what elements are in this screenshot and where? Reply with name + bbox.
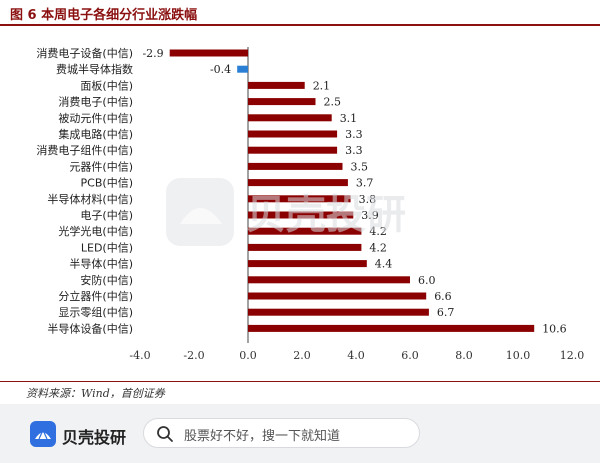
title-divider	[0, 24, 600, 26]
category-label: 面板(中信)	[80, 78, 133, 92]
bar	[248, 260, 367, 268]
x-tick-label: 8.0	[455, 349, 473, 362]
bar	[248, 98, 316, 106]
bar	[248, 81, 305, 89]
category-label: 半导体设备(中信)	[47, 321, 133, 335]
category-label: LED(中信)	[81, 241, 133, 254]
search-icon	[157, 426, 173, 442]
value-label: 10.6	[542, 322, 567, 335]
category-label: 元器件(中信)	[69, 160, 133, 173]
category-label: 显示零组(中信)	[58, 305, 133, 319]
bar	[248, 227, 362, 235]
chart-title: 图 6 本周电子各细分行业涨跌幅	[10, 8, 198, 23]
search-placeholder: 股票好不好，搜一下就知道	[184, 429, 341, 444]
bar	[248, 114, 332, 122]
source-note: 资料来源：Wind，首创证券	[26, 387, 165, 400]
value-label: 4.2	[369, 225, 387, 238]
bar	[248, 276, 410, 284]
value-label: 3.9	[361, 209, 379, 222]
value-label: 2.1	[313, 79, 331, 92]
category-label: 分立器件(中信)	[58, 289, 133, 303]
x-tick-label: 0.0	[239, 349, 257, 362]
category-label: 消费电子(中信)	[58, 95, 133, 109]
value-label: 4.4	[375, 258, 393, 271]
value-label: 6.7	[437, 306, 455, 319]
x-tick-label: 2.0	[293, 349, 311, 362]
value-label: 4.2	[369, 241, 387, 254]
bar	[248, 243, 362, 251]
value-label: 3.1	[340, 112, 358, 125]
brand-logo-icon[interactable]	[30, 421, 56, 447]
bar	[248, 308, 429, 316]
category-label: 消费电子设备(中信)	[36, 46, 133, 60]
bar	[248, 211, 354, 219]
category-label: 费城半导体指数	[56, 62, 133, 76]
x-tick-label: -2.0	[183, 349, 204, 362]
value-label: -2.9	[142, 47, 163, 60]
search-input[interactable]: 股票好不好，搜一下就知道	[143, 418, 420, 448]
category-label: 集成电路(中信)	[58, 127, 133, 141]
value-label: 3.3	[345, 128, 363, 141]
bar-chart: 消费电子设备(中信) -2.9 费城半导体指数 -0.4 面板(中信) 2.1 消费电子(中…	[36, 46, 585, 362]
bar	[248, 179, 348, 187]
category-label: 电子(中信)	[80, 209, 133, 222]
value-label: 3.5	[351, 160, 369, 173]
bar	[248, 195, 351, 203]
brand-name[interactable]: 贝壳投研	[62, 428, 127, 447]
bar	[248, 292, 427, 300]
category-label: 被动元件(中信)	[58, 112, 133, 125]
x-tick-label: -4.0	[129, 349, 150, 362]
bar	[248, 146, 338, 154]
value-label: 6.6	[434, 290, 452, 303]
value-label: -0.4	[210, 63, 231, 76]
category-label: PCB(中信)	[81, 177, 133, 190]
x-tick-label: 4.0	[347, 349, 365, 362]
category-label: 半导体材料(中信)	[47, 192, 133, 206]
value-label: 3.7	[356, 177, 374, 190]
bar	[248, 324, 535, 332]
bottom-bar: 贝壳投研 股票好不好，搜一下就知道	[0, 404, 600, 463]
value-label: 2.5	[324, 96, 342, 109]
bar	[237, 65, 248, 73]
category-label: 半导体(中信)	[69, 257, 133, 271]
value-label: 6.0	[418, 274, 436, 287]
category-label: 安防(中信)	[80, 273, 133, 287]
x-tick-label: 12.0	[560, 349, 585, 362]
source-divider	[0, 381, 600, 382]
value-label: 3.8	[359, 193, 377, 206]
bar	[248, 130, 338, 138]
x-tick-label: 10.0	[506, 349, 531, 362]
bar	[169, 49, 248, 57]
bar	[248, 162, 343, 170]
category-label: 消费电子组件(中信)	[36, 143, 133, 157]
category-label: 光学光电(中信)	[58, 224, 133, 238]
value-label: 3.3	[345, 144, 363, 157]
x-tick-label: 6.0	[401, 349, 419, 362]
